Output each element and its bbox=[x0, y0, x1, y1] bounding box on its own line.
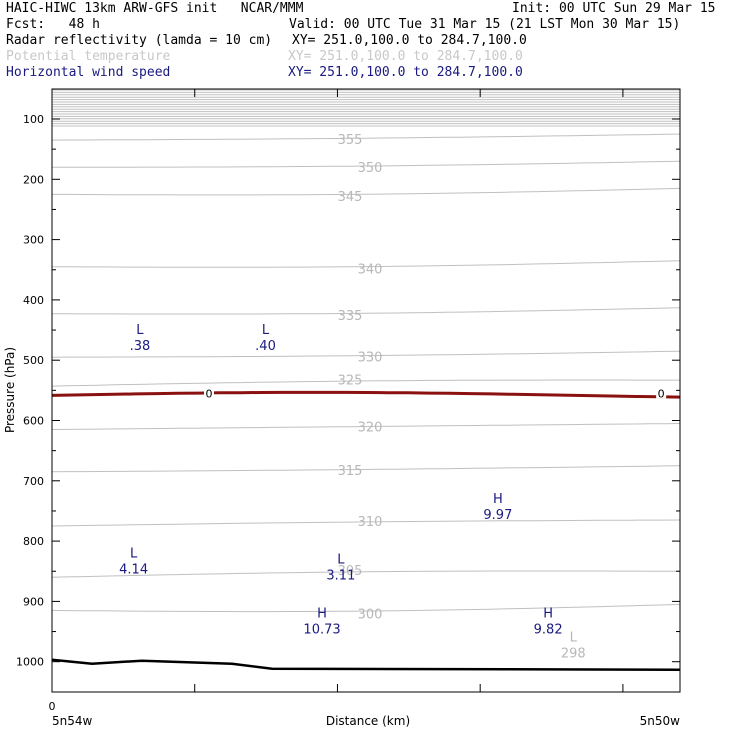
plot-frame bbox=[51, 88, 681, 693]
ground-line bbox=[51, 658, 681, 671]
theta-label: 315 bbox=[338, 464, 363, 479]
forecast-hour: Fcst: 48 h bbox=[6, 17, 100, 32]
theta-contour bbox=[51, 603, 681, 613]
field1-name: Radar reflectivity (lamda = 10 cm) bbox=[6, 33, 273, 48]
y-tick-label: 200 bbox=[23, 173, 44, 186]
theta-contour bbox=[51, 465, 681, 473]
wind-extremum-value: 3.11 bbox=[326, 568, 355, 583]
theta-label: 325 bbox=[338, 373, 363, 388]
y-tick-label: 400 bbox=[23, 294, 44, 307]
wind-high-marker: H bbox=[493, 492, 503, 507]
y-tick-label: 700 bbox=[23, 475, 44, 488]
field1-xy: XY= 251.0,100.0 to 284.7,100.0 bbox=[292, 33, 527, 48]
wind-extremum-value: 9.97 bbox=[483, 508, 512, 523]
y-tick-label: 1000 bbox=[16, 656, 44, 669]
freezing-label: 0 bbox=[206, 387, 213, 400]
field2-name: Potential temperature bbox=[6, 49, 171, 64]
theta-contour bbox=[51, 133, 681, 141]
freezing-level-line bbox=[51, 390, 681, 399]
wind-low-marker: L bbox=[136, 323, 144, 338]
y-tick-label: 900 bbox=[23, 595, 44, 608]
valid-time: Valid: 00 UTC Tue 31 Mar 15 (21 LST Mon … bbox=[289, 17, 681, 32]
wind-low-marker: L bbox=[262, 323, 270, 338]
theta-label: 320 bbox=[358, 421, 383, 436]
wind-extremum-value: 4.14 bbox=[119, 562, 148, 577]
freezing-label: 0 bbox=[658, 387, 665, 400]
y-axis-title: Pressure (hPa) bbox=[3, 347, 17, 433]
field3-name: Horizontal wind speed bbox=[6, 65, 171, 80]
wind-low-marker: L bbox=[130, 546, 138, 561]
wind-high-marker: H bbox=[317, 607, 327, 622]
axes: Pressure (hPa) Distance (km) 5n54w 5n50w… bbox=[3, 88, 681, 728]
theta-label: 340 bbox=[358, 263, 383, 278]
wind-low-marker: L bbox=[337, 552, 345, 567]
theta-label: 300 bbox=[358, 607, 383, 622]
wind-extremum-value: .38 bbox=[130, 339, 151, 354]
y-tick-label: 100 bbox=[23, 113, 44, 126]
theta-contour bbox=[51, 260, 681, 268]
theta-contour bbox=[52, 187, 681, 196]
init-time: Init: 00 UTC Sun 29 Mar 15 bbox=[512, 1, 716, 16]
theta-contour bbox=[51, 423, 681, 430]
field2-xy: XY= 251.0,100.0 to 284.7,100.0 bbox=[288, 49, 523, 64]
theta-label: 305 bbox=[338, 564, 363, 579]
theta-contour bbox=[51, 379, 680, 387]
theta-contour bbox=[52, 160, 681, 168]
field3-xy: XY= 251.0,100.0 to 284.7,100.0 bbox=[288, 65, 523, 80]
theta-low-value: 298 bbox=[561, 647, 586, 662]
theta-label: 310 bbox=[358, 515, 383, 530]
y-tick-label: 800 bbox=[23, 535, 44, 548]
theta-label: 355 bbox=[338, 133, 363, 148]
y-tick-label: 500 bbox=[23, 354, 44, 367]
theta-label: 345 bbox=[338, 190, 363, 205]
x-right-label: 5n50w bbox=[640, 714, 681, 728]
theta-contour bbox=[51, 570, 681, 578]
theta-contour bbox=[51, 519, 681, 527]
freezing-label-bg bbox=[204, 388, 214, 399]
wind-extremum-value: 9.82 bbox=[534, 623, 563, 638]
theta-label: 350 bbox=[358, 161, 383, 176]
y-tick-label: 300 bbox=[23, 234, 44, 247]
theta-contours bbox=[51, 89, 681, 671]
wind-extremum-value: 10.73 bbox=[303, 623, 340, 638]
theta-contour bbox=[51, 350, 681, 358]
model-title: HAIC-HIWC 13km ARW-GFS init NCAR/MMM bbox=[6, 1, 304, 16]
theta-contour bbox=[52, 307, 681, 315]
x-left-label: 5n54w bbox=[52, 714, 93, 728]
theta-label: 335 bbox=[338, 309, 363, 324]
x-tick-zero: 0 bbox=[49, 700, 56, 713]
freezing-label-bg bbox=[656, 388, 667, 399]
y-tick-label: 600 bbox=[23, 415, 44, 428]
wind-extremum-value: .40 bbox=[255, 339, 276, 354]
theta-low-marker: L bbox=[570, 631, 578, 646]
theta-label: 330 bbox=[358, 351, 383, 366]
wind-high-marker: H bbox=[543, 607, 553, 622]
x-axis-title: Distance (km) bbox=[326, 714, 410, 728]
contour-labels: 355 350 345 340 335 330 325 320 315 310 305 300 0 0 L.… bbox=[119, 133, 667, 662]
